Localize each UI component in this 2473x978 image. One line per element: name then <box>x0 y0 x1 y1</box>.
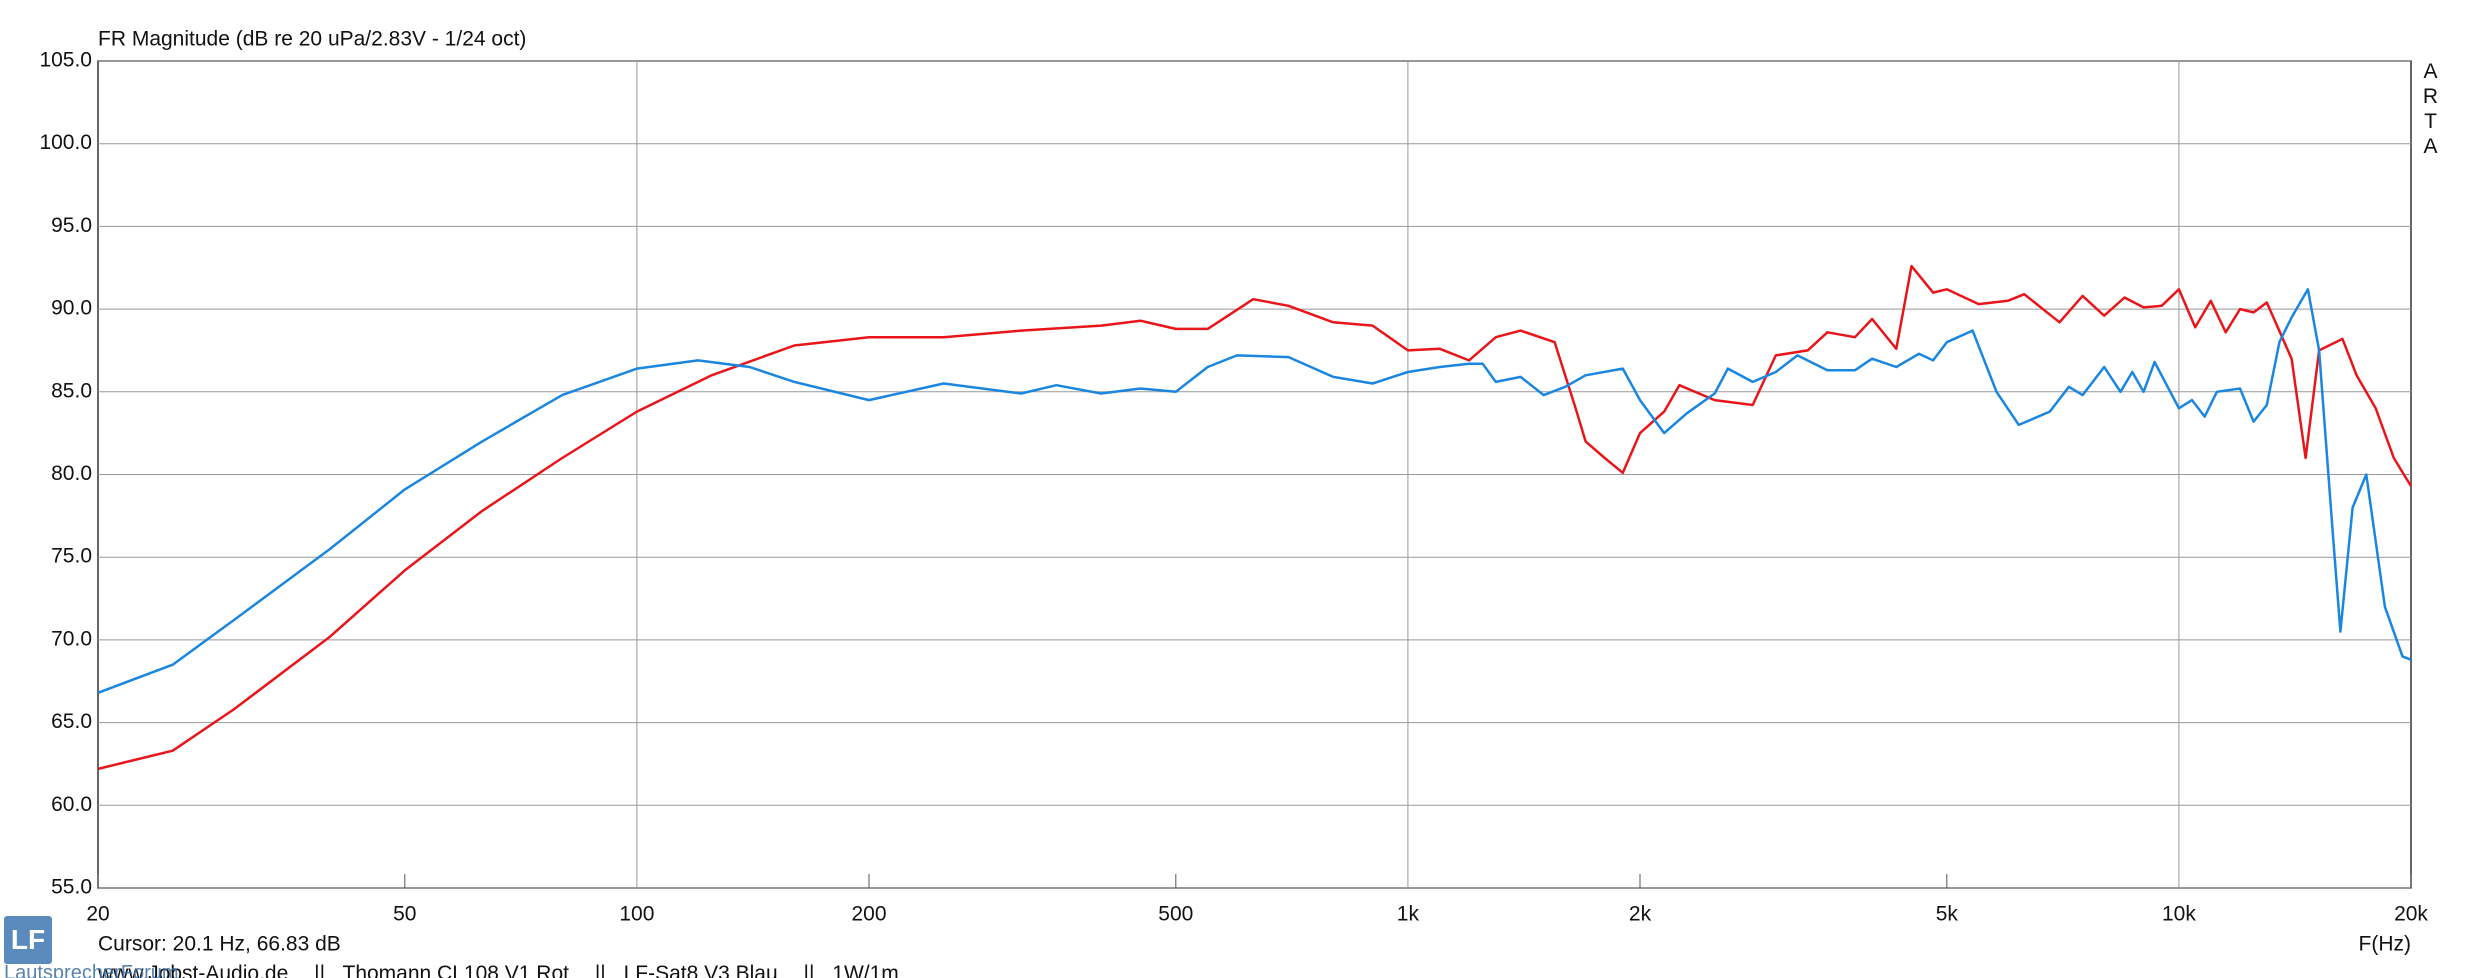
logo-text: LautsprecherForum <box>4 962 179 978</box>
y-tick-label: 80.0 <box>51 462 92 485</box>
x-tick-label: 20 <box>86 903 109 926</box>
logo-mark: LF <box>4 916 52 964</box>
y-tick-label: 105.0 <box>39 49 92 72</box>
y-tick-label: 90.0 <box>51 297 92 320</box>
x-axis-label: F(Hz) <box>2359 933 2411 956</box>
x-tick-label: 100 <box>619 903 654 926</box>
footer-series: LF-Sat8 V3 Blau <box>624 962 778 978</box>
y-tick-label: 65.0 <box>51 710 92 733</box>
x-tick-label: 10k <box>2162 903 2196 926</box>
x-tick-label: 1k <box>1397 903 1420 926</box>
footer: www.Jobst-Audio.de || Thomann CL108 V1 R… <box>97 962 899 978</box>
series-line <box>97 288 2412 694</box>
y-tick-label: 100.0 <box>39 131 92 154</box>
footer-site: www.Jobst-Audio.de <box>97 962 288 978</box>
y-tick-label: 95.0 <box>51 214 92 237</box>
x-tick-label: 50 <box>393 903 416 926</box>
x-tick-label: 200 <box>851 903 886 926</box>
side-label: ARTA <box>2419 60 2442 160</box>
x-tick-label: 500 <box>1158 903 1193 926</box>
footer-separator: || <box>595 962 606 978</box>
series-line <box>97 264 2413 771</box>
x-tick-label: 2k <box>1629 903 1652 926</box>
y-tick-label: 75.0 <box>51 545 92 568</box>
chart-title: FR Magnitude (dB re 20 uPa/2.83V - 1/24 … <box>98 28 526 51</box>
y-tick-label: 85.0 <box>51 379 92 402</box>
x-tick-label: 5k <box>1936 903 1959 926</box>
footer-separator: || <box>804 962 815 978</box>
footer-note: 1W/1m <box>832 962 899 978</box>
footer-separator: || <box>314 962 325 978</box>
y-tick-label: 55.0 <box>51 876 92 899</box>
y-tick-label: 60.0 <box>51 793 92 816</box>
y-tick-label: 70.0 <box>51 627 92 650</box>
x-tick-label: 20k <box>2394 903 2428 926</box>
cursor-readout: Cursor: 20.1 Hz, 66.83 dB <box>98 933 341 956</box>
footer-series: Thomann CL108 V1 Rot <box>343 962 570 978</box>
